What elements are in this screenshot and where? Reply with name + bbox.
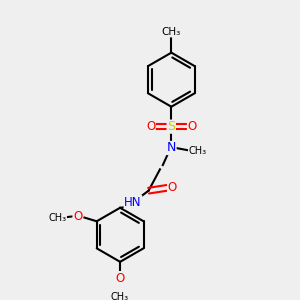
Text: O: O (73, 210, 82, 223)
Text: CH₃: CH₃ (110, 292, 128, 300)
Text: O: O (146, 120, 155, 133)
Text: CH₃: CH₃ (162, 27, 181, 37)
Text: O: O (188, 120, 197, 133)
Text: O: O (168, 181, 177, 194)
Text: HN: HN (124, 196, 142, 208)
Text: N: N (167, 142, 176, 154)
Text: O: O (116, 272, 125, 285)
Text: CH₃: CH₃ (188, 146, 207, 156)
Text: CH₃: CH₃ (48, 213, 67, 224)
Text: S: S (167, 120, 175, 133)
